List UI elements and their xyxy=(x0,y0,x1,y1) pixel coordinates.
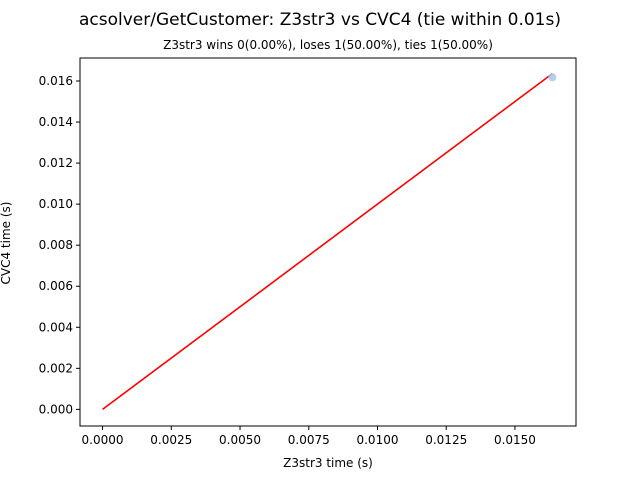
chart-subtitle: Z3str3 wins 0(0.00%), loses 1(50.00%), t… xyxy=(163,38,493,52)
x-tick-label: 0.0050 xyxy=(219,433,261,447)
y-tick-label: 0.002 xyxy=(39,361,73,375)
y-tick-label: 0.004 xyxy=(39,320,73,334)
y-tick-label: 0.010 xyxy=(39,197,73,211)
y-axis-label: CVC4 time (s) xyxy=(0,202,13,285)
x-tick-label: 0.0025 xyxy=(150,433,192,447)
x-tick-label: 0.0150 xyxy=(494,433,536,447)
data-point xyxy=(548,73,557,82)
axes-frame xyxy=(79,57,577,427)
y-tick-label: 0.000 xyxy=(39,402,73,416)
x-tick-label: 0.0125 xyxy=(425,433,467,447)
x-tick-label: 0.0100 xyxy=(356,433,398,447)
y-tick-label: 0.008 xyxy=(39,238,73,252)
y-tick-label: 0.016 xyxy=(39,74,73,88)
plot-area xyxy=(79,57,577,427)
reference-line xyxy=(102,72,553,411)
y-tick-label: 0.014 xyxy=(39,115,73,129)
y-tick-label: 0.012 xyxy=(39,156,73,170)
axis-ticks: 0.0000 0.0025 0.0050 0.0075 0.0100 0.0125 0.01… xyxy=(39,74,536,447)
x-tick-label: 0.0075 xyxy=(288,433,330,447)
y-tick-label: 0.006 xyxy=(39,279,73,293)
x-tick-label: 0.0000 xyxy=(82,433,124,447)
chart-title: acsolver/GetCustomer: Z3str3 vs CVC4 (ti… xyxy=(79,10,561,30)
x-axis-label: Z3str3 time (s) xyxy=(283,456,373,470)
